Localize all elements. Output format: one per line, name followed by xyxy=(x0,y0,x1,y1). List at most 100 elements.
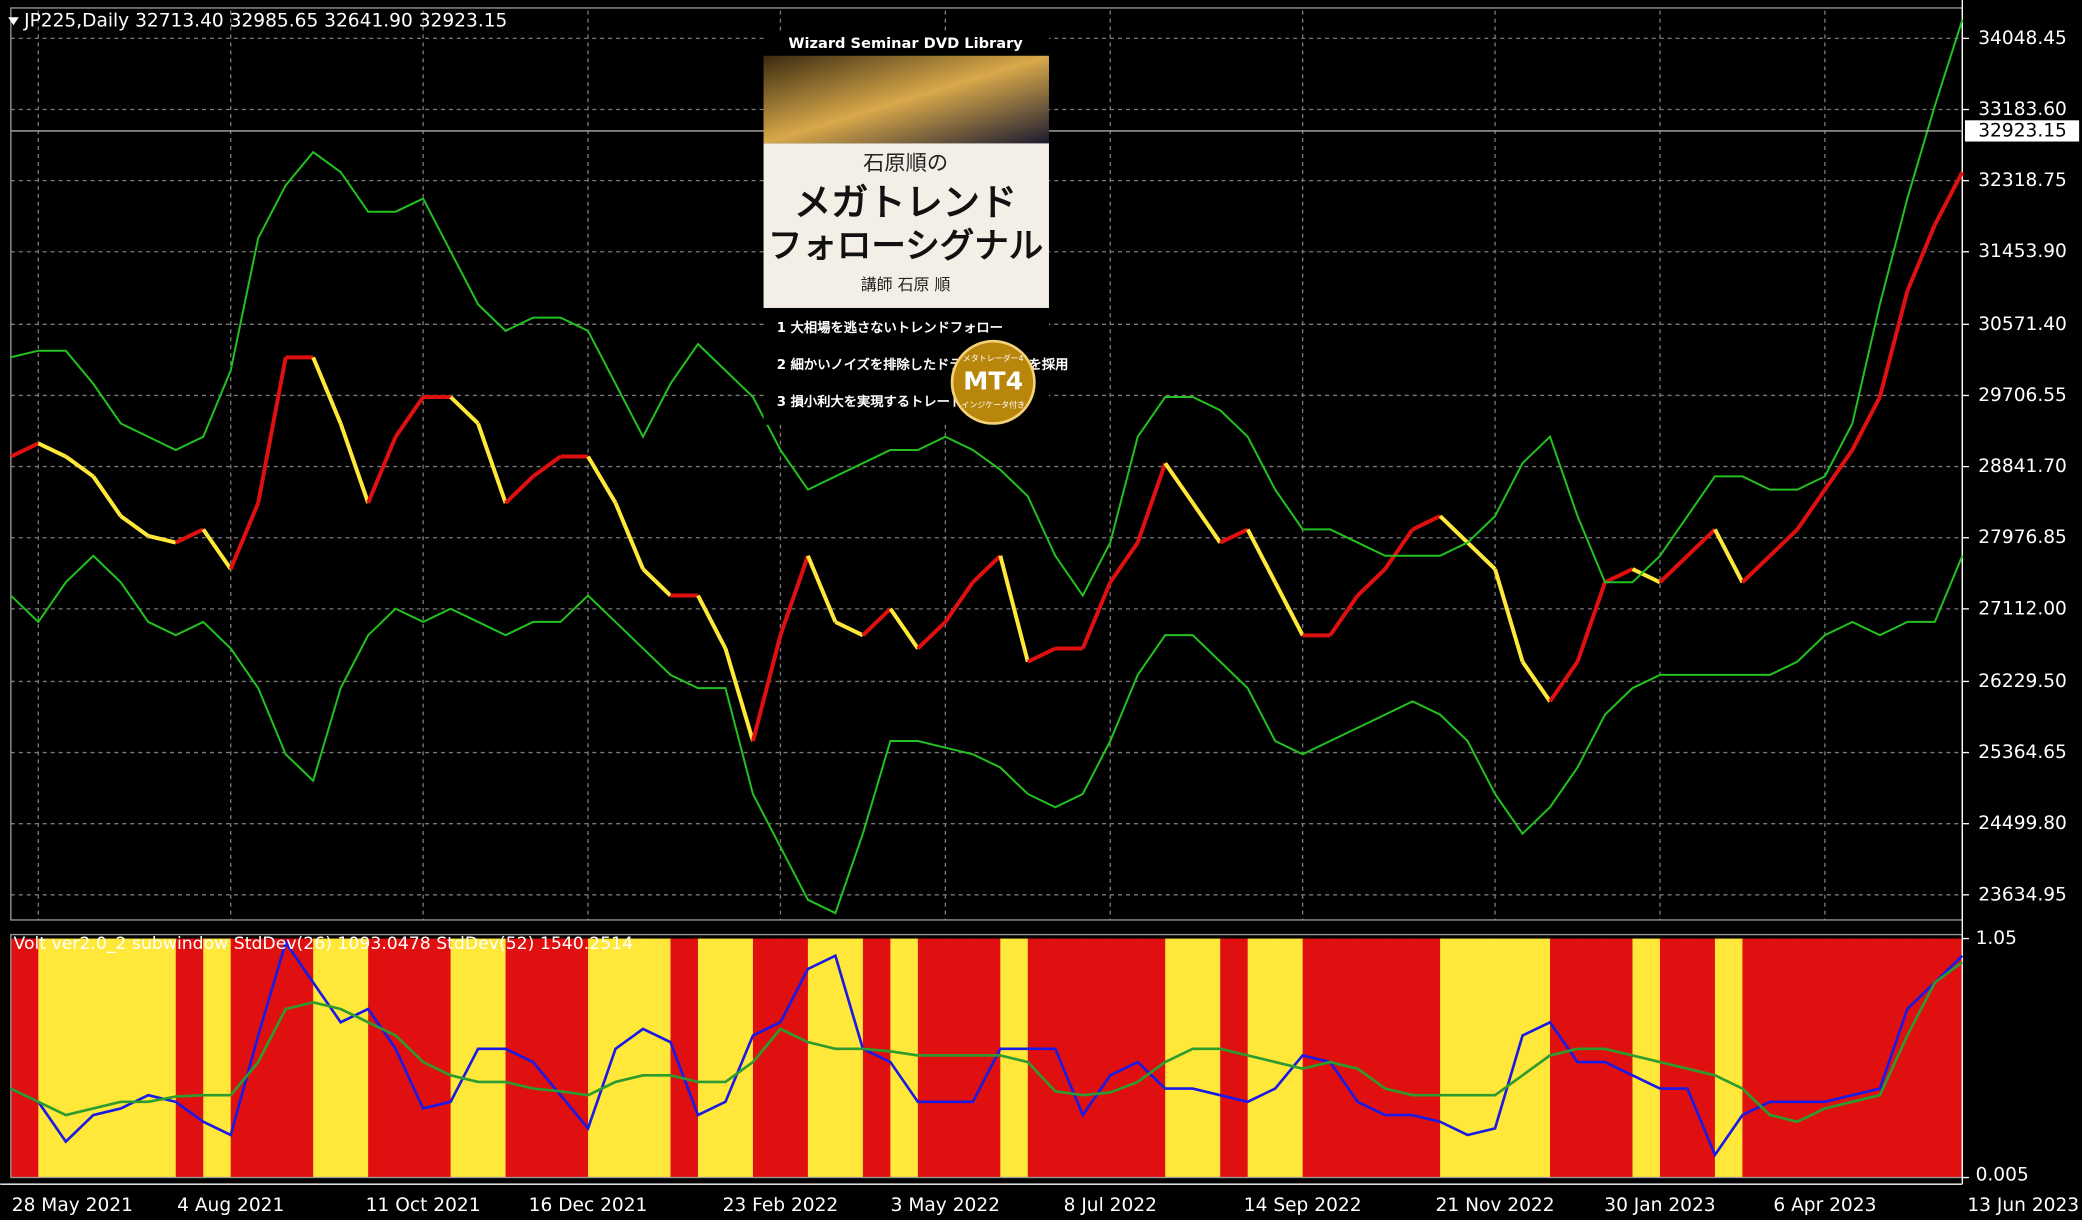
ad-image xyxy=(763,55,1049,144)
y-tick-label: 0.005 xyxy=(1976,1164,2029,1185)
price-segment xyxy=(504,475,535,505)
ad-badge xyxy=(950,339,1036,425)
x-tick-label: 21 Nov 2022 xyxy=(1436,1195,1555,1216)
price-segment xyxy=(1795,488,1827,531)
price-segment xyxy=(751,634,783,742)
regime-band xyxy=(313,938,342,1178)
regime-band xyxy=(670,938,699,1178)
regime-band xyxy=(368,938,397,1178)
regime-band xyxy=(1714,938,1744,1178)
ad-point: 1 大相場を逃さないトレンドフォロー xyxy=(777,319,1003,336)
price-segment xyxy=(1438,514,1469,545)
price-segment xyxy=(943,581,975,624)
regime-band xyxy=(1082,938,1111,1178)
y-tick-label: 26229.50 xyxy=(1978,671,2067,692)
regime-band xyxy=(807,938,837,1178)
regime-band xyxy=(725,938,754,1178)
price-segment xyxy=(201,528,233,571)
y-tick-label: 34048.45 xyxy=(1978,28,2067,49)
price-segment xyxy=(1575,581,1607,663)
price-segment xyxy=(1905,224,1937,292)
regime-band xyxy=(285,938,314,1178)
price-segment xyxy=(641,567,672,597)
price-segment xyxy=(1686,527,1717,558)
regime-band xyxy=(203,938,232,1178)
regime-band xyxy=(1412,938,1441,1178)
price-segment xyxy=(1135,462,1168,544)
price-segment xyxy=(723,647,755,742)
regime-band xyxy=(120,938,149,1178)
regime-band xyxy=(65,938,94,1178)
regime-band xyxy=(10,938,39,1178)
price-segment xyxy=(1356,567,1387,597)
regime-band xyxy=(258,938,287,1178)
regime-band xyxy=(917,938,947,1178)
ad-author-of: 石原順の xyxy=(863,151,948,176)
regime-band xyxy=(1137,938,1166,1178)
y-tick-label: 31453.90 xyxy=(1978,241,2067,262)
regime-band xyxy=(148,938,177,1178)
price-segment xyxy=(1520,660,1552,703)
price-segment xyxy=(1191,501,1222,544)
last-price-box xyxy=(1964,120,2080,142)
price-segment xyxy=(1245,528,1277,584)
ad-title: フォローシグナル xyxy=(768,227,1043,267)
price-segment xyxy=(37,441,67,459)
price-segment xyxy=(1273,581,1305,637)
x-tick-label: 13 Jun 2023 xyxy=(1967,1195,2079,1216)
price-segment xyxy=(834,620,864,638)
regime-band xyxy=(478,938,507,1178)
regime-band xyxy=(1769,938,1799,1178)
regime-band xyxy=(643,938,672,1178)
regime-band xyxy=(1577,938,1606,1178)
regime-band xyxy=(1110,938,1139,1178)
regime-band xyxy=(1852,938,1881,1178)
price-segment xyxy=(1163,462,1195,505)
regime-band xyxy=(1165,938,1194,1178)
price-segment xyxy=(1877,290,1910,398)
x-tick-label: 6 Apr 2023 xyxy=(1773,1195,1876,1216)
price-segment xyxy=(1108,541,1140,584)
price-segment xyxy=(778,555,810,636)
x-tick-label: 28 May 2021 xyxy=(12,1195,133,1216)
ad-cover xyxy=(763,143,1049,308)
price-segment xyxy=(806,555,838,623)
price-segment xyxy=(91,475,123,518)
price-segment xyxy=(1631,567,1661,585)
price-segment xyxy=(366,435,398,504)
collapse-icon xyxy=(8,17,19,26)
price-segment xyxy=(256,356,288,504)
regime-band xyxy=(560,938,589,1178)
price-segment xyxy=(1328,594,1360,637)
indicator-line xyxy=(10,939,1964,1158)
advertisement: Wizard Seminar DVD Library 石原順のメガトレンドフォロー… xyxy=(763,33,1068,425)
price-segment xyxy=(1850,396,1882,451)
regime-band xyxy=(1824,938,1854,1178)
x-tick-label: 11 Oct 2021 xyxy=(366,1195,481,1216)
price-segment xyxy=(1768,527,1799,558)
x-tick-label: 8 Jul 2022 xyxy=(1064,1195,1157,1216)
price-segment xyxy=(1741,554,1772,584)
price-segment xyxy=(311,356,343,425)
y-tick-label: 24499.80 xyxy=(1978,813,2067,834)
regime-band xyxy=(340,938,369,1178)
price-segment xyxy=(1493,568,1525,663)
price-segment xyxy=(1713,528,1745,584)
price-segment xyxy=(476,422,508,504)
y-tick-label: 25364.65 xyxy=(1978,742,2067,763)
regime-band xyxy=(1659,938,1689,1178)
y-tick-label: 33183.60 xyxy=(1978,99,2067,120)
x-tick-label: 23 Feb 2022 xyxy=(723,1195,839,1216)
price-segment xyxy=(971,554,1002,584)
x-tick-label: 16 Dec 2021 xyxy=(529,1195,648,1216)
regime-band xyxy=(230,938,259,1178)
price-segment xyxy=(586,455,618,504)
regime-band xyxy=(1440,938,1469,1178)
regime-band xyxy=(1385,938,1414,1178)
y-tick-label: 29706.55 xyxy=(1978,385,2067,406)
price-segment xyxy=(1219,527,1249,545)
y-tick-label: 23634.95 xyxy=(1978,884,2067,905)
price-segment xyxy=(393,395,425,438)
price-segment xyxy=(916,620,947,650)
